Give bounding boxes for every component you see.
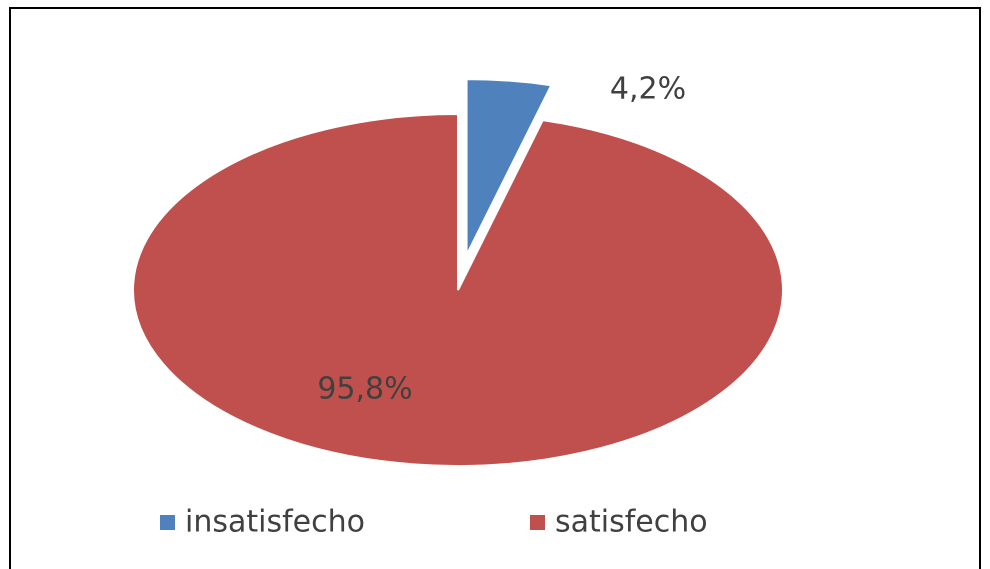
legend-swatch [160,515,175,530]
legend-label: satisfecho [555,505,708,540]
legend-swatch [530,515,545,530]
data-label: 95,8% [317,372,412,407]
data-label: 4,2% [610,72,686,107]
legend-label: insatisfecho [185,505,365,540]
pie-slice [465,78,553,256]
pie-slice [132,112,784,467]
